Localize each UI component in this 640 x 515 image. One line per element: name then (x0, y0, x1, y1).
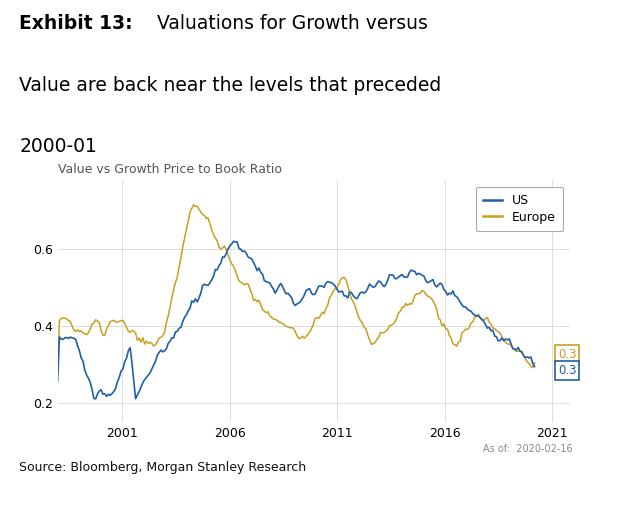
Legend: US, Europe: US, Europe (476, 186, 563, 231)
Text: As of:  2020-02-16: As of: 2020-02-16 (483, 443, 573, 454)
Text: Valuations for Growth versus: Valuations for Growth versus (157, 14, 428, 33)
Text: 2000-01: 2000-01 (19, 137, 97, 156)
Text: Exhibit 13:: Exhibit 13: (19, 14, 133, 33)
Text: Value vs Growth Price to Book Ratio: Value vs Growth Price to Book Ratio (58, 163, 282, 176)
Text: 0.3: 0.3 (558, 348, 576, 361)
Text: Source: Bloomberg, Morgan Stanley Research: Source: Bloomberg, Morgan Stanley Resear… (19, 461, 307, 474)
Text: Value are back near the levels that preceded: Value are back near the levels that prec… (19, 76, 442, 95)
Text: 0.3: 0.3 (558, 364, 576, 377)
